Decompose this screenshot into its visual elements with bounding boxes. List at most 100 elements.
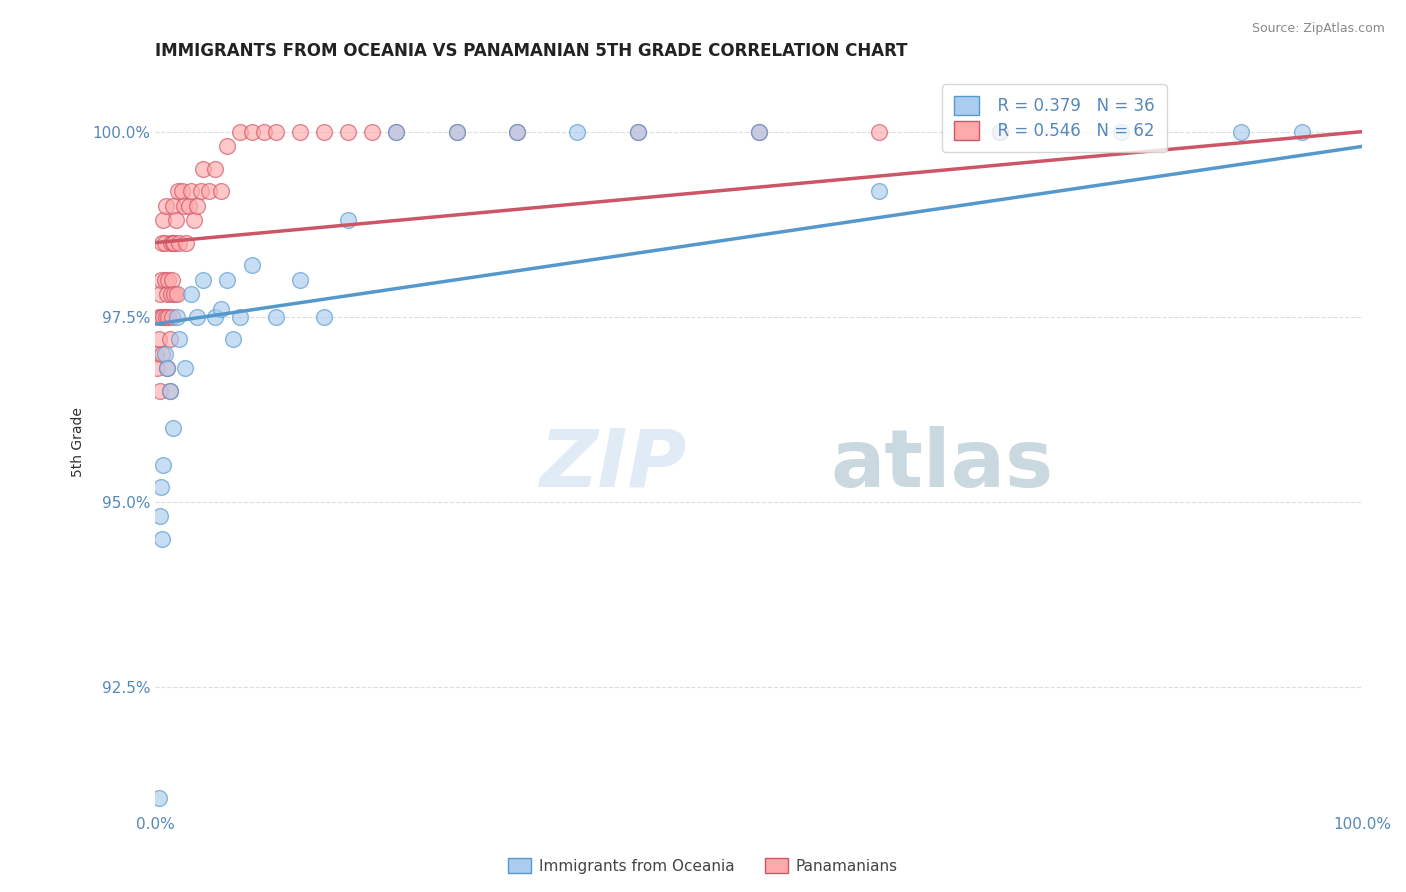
Text: IMMIGRANTS FROM OCEANIA VS PANAMANIAN 5TH GRADE CORRELATION CHART: IMMIGRANTS FROM OCEANIA VS PANAMANIAN 5T… bbox=[155, 42, 907, 60]
Point bbox=[163, 235, 186, 250]
Point bbox=[159, 384, 181, 398]
Point bbox=[868, 125, 890, 139]
Point bbox=[337, 125, 360, 139]
Point bbox=[159, 384, 181, 398]
Point bbox=[198, 184, 221, 198]
Point bbox=[1230, 125, 1253, 139]
Point bbox=[217, 139, 239, 153]
Point bbox=[146, 361, 169, 376]
Point bbox=[222, 332, 245, 346]
Text: atlas: atlas bbox=[831, 425, 1054, 504]
Point bbox=[176, 235, 198, 250]
Point bbox=[312, 310, 335, 324]
Point bbox=[209, 184, 232, 198]
Point bbox=[148, 332, 170, 346]
Point bbox=[173, 199, 195, 213]
Legend: Immigrants from Oceania, Panamanians: Immigrants from Oceania, Panamanians bbox=[502, 852, 904, 880]
Point bbox=[288, 125, 311, 139]
Point bbox=[312, 125, 335, 139]
Point bbox=[149, 287, 172, 301]
Point bbox=[150, 310, 173, 324]
Point bbox=[1291, 125, 1313, 139]
Point bbox=[162, 199, 184, 213]
Point bbox=[186, 199, 208, 213]
Point bbox=[217, 273, 239, 287]
Point bbox=[167, 235, 190, 250]
Point bbox=[361, 125, 384, 139]
Point bbox=[183, 213, 205, 227]
Point bbox=[228, 125, 250, 139]
Point bbox=[150, 532, 173, 546]
Point bbox=[162, 235, 184, 250]
Point bbox=[170, 184, 193, 198]
Point bbox=[155, 310, 177, 324]
Point bbox=[204, 310, 226, 324]
Point bbox=[153, 235, 176, 250]
Point bbox=[167, 332, 190, 346]
Point bbox=[209, 302, 232, 317]
Point bbox=[152, 458, 174, 472]
Legend:   R = 0.379   N = 36,   R = 0.546   N = 62: R = 0.379 N = 36, R = 0.546 N = 62 bbox=[942, 85, 1167, 153]
Point bbox=[145, 346, 167, 360]
Point bbox=[160, 273, 183, 287]
Point bbox=[174, 361, 197, 376]
Point bbox=[165, 213, 187, 227]
Point bbox=[152, 310, 174, 324]
Point bbox=[166, 287, 188, 301]
Point bbox=[627, 125, 650, 139]
Point bbox=[240, 258, 263, 272]
Point bbox=[385, 125, 408, 139]
Point bbox=[166, 310, 188, 324]
Point bbox=[868, 184, 890, 198]
Point bbox=[446, 125, 468, 139]
Point bbox=[180, 287, 202, 301]
Point bbox=[506, 125, 529, 139]
Point bbox=[159, 332, 181, 346]
Point bbox=[337, 213, 360, 227]
Point bbox=[193, 273, 215, 287]
Point bbox=[385, 125, 408, 139]
Point bbox=[627, 125, 650, 139]
Text: Source: ZipAtlas.com: Source: ZipAtlas.com bbox=[1251, 22, 1385, 36]
Point bbox=[240, 125, 263, 139]
Point bbox=[159, 235, 181, 250]
Point bbox=[446, 125, 468, 139]
Point bbox=[747, 125, 769, 139]
Point bbox=[157, 310, 180, 324]
Point bbox=[747, 125, 769, 139]
Point bbox=[190, 184, 212, 198]
Point bbox=[150, 480, 173, 494]
Point bbox=[153, 273, 176, 287]
Point bbox=[253, 125, 276, 139]
Point bbox=[180, 184, 202, 198]
Point bbox=[150, 346, 173, 360]
Point bbox=[163, 287, 186, 301]
Point bbox=[177, 199, 200, 213]
Point bbox=[152, 213, 174, 227]
Point bbox=[159, 287, 181, 301]
Point bbox=[204, 161, 226, 176]
Point bbox=[153, 346, 176, 360]
Point bbox=[264, 310, 287, 324]
Point bbox=[288, 273, 311, 287]
Point bbox=[150, 235, 173, 250]
Text: ZIP: ZIP bbox=[538, 425, 686, 504]
Point bbox=[155, 199, 177, 213]
Point bbox=[157, 273, 180, 287]
Point bbox=[150, 273, 173, 287]
Point bbox=[186, 310, 208, 324]
Point bbox=[506, 125, 529, 139]
Point bbox=[148, 310, 170, 324]
Point bbox=[193, 161, 215, 176]
Point bbox=[160, 310, 183, 324]
Point bbox=[988, 125, 1011, 139]
Point bbox=[567, 125, 589, 139]
Y-axis label: 5th Grade: 5th Grade bbox=[72, 408, 86, 477]
Point bbox=[162, 420, 184, 434]
Point bbox=[156, 287, 179, 301]
Point bbox=[156, 361, 179, 376]
Point bbox=[149, 509, 172, 524]
Point bbox=[1109, 125, 1132, 139]
Point bbox=[988, 125, 1011, 139]
Point bbox=[149, 384, 172, 398]
